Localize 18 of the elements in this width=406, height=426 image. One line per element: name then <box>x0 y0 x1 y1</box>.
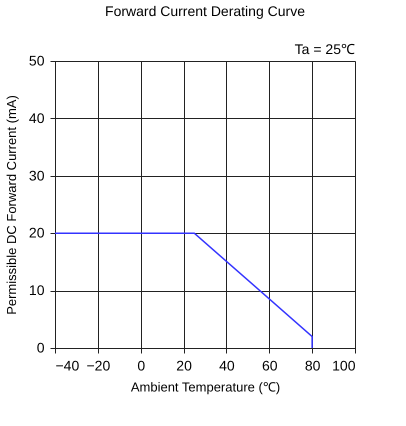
x-tick-label: 100 <box>332 358 356 374</box>
chart-title: Forward Current Derating Curve <box>105 3 306 19</box>
x-tick-label: 40 <box>219 358 235 374</box>
x-tick-label: 60 <box>262 358 278 374</box>
y-tick-label: 0 <box>36 340 45 356</box>
x-tick-label: −40 <box>56 358 80 374</box>
x-axis-title: Ambient Temperature (℃) <box>130 380 280 394</box>
x-tick-label: 20 <box>176 358 192 374</box>
y-tick-label: 40 <box>28 110 45 126</box>
x-tick-label: −20 <box>86 358 110 374</box>
text: Ta = 25℃ <box>294 41 355 57</box>
y-tick-label: 30 <box>28 167 45 184</box>
x-tick-label: 80 <box>304 358 321 374</box>
y-tick-label: 50 <box>28 52 45 68</box>
y-tick-label: 20 <box>28 224 45 241</box>
y-tick-label: 10 <box>28 282 45 298</box>
x-tick-label: 0 <box>137 358 146 374</box>
y-axis-title: Permissible DC Forward Current (mA) <box>4 95 19 315</box>
